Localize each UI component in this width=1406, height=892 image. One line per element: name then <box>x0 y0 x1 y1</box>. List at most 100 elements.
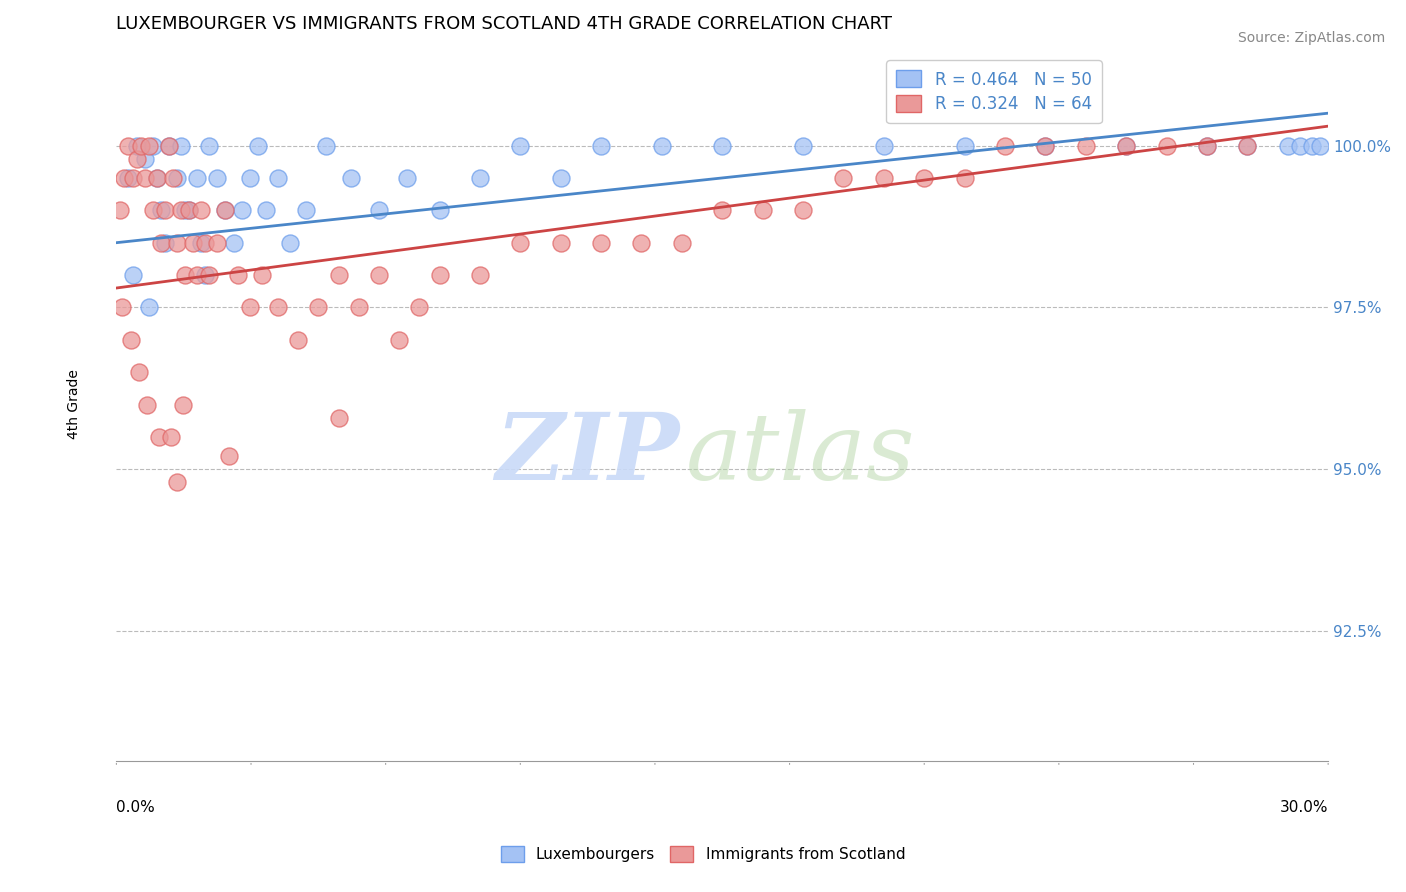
Point <box>912 170 935 185</box>
Point <box>138 138 160 153</box>
Point <box>190 235 212 250</box>
Point <box>198 138 221 153</box>
Point <box>751 203 773 218</box>
Point <box>239 170 262 185</box>
Point <box>157 138 180 153</box>
Point <box>295 203 318 218</box>
Point <box>149 235 172 250</box>
Point <box>120 333 142 347</box>
Point <box>429 203 451 218</box>
Point <box>134 152 156 166</box>
Point <box>226 268 249 282</box>
Point <box>239 301 262 315</box>
Point <box>1074 138 1097 153</box>
Point <box>222 235 245 250</box>
Point <box>368 203 391 218</box>
Point <box>1309 138 1331 153</box>
Point <box>1289 138 1312 153</box>
Point <box>328 410 350 425</box>
Point <box>142 138 165 153</box>
Legend: Luxembourgers, Immigrants from Scotland: Luxembourgers, Immigrants from Scotland <box>495 840 911 868</box>
Point <box>1035 138 1057 153</box>
Point <box>1115 138 1137 153</box>
Point <box>953 138 976 153</box>
Point <box>190 203 212 218</box>
Point <box>181 235 204 250</box>
Point <box>792 138 814 153</box>
Point <box>468 170 491 185</box>
Point <box>174 203 197 218</box>
Point <box>170 203 193 218</box>
Point <box>186 170 208 185</box>
Point <box>117 170 139 185</box>
Text: atlas: atlas <box>686 409 915 500</box>
Point <box>246 138 269 153</box>
Point <box>1236 138 1258 153</box>
Point <box>267 170 290 185</box>
Point <box>267 301 290 315</box>
Point <box>429 268 451 282</box>
Point <box>388 333 411 347</box>
Point <box>671 235 693 250</box>
Point <box>149 203 172 218</box>
Point <box>114 170 136 185</box>
Point <box>207 170 229 185</box>
Point <box>711 138 734 153</box>
Point <box>287 333 309 347</box>
Point <box>591 235 613 250</box>
Point <box>170 138 193 153</box>
Point <box>328 268 350 282</box>
Point <box>177 203 200 218</box>
Point <box>166 235 188 250</box>
Point <box>254 203 277 218</box>
Point <box>128 365 150 379</box>
Point <box>134 170 156 185</box>
Point <box>873 138 896 153</box>
Point <box>160 430 183 444</box>
Point <box>231 203 253 218</box>
Point <box>408 301 430 315</box>
Point <box>172 398 194 412</box>
Point <box>1236 138 1258 153</box>
Point <box>509 138 531 153</box>
Point <box>146 170 169 185</box>
Point <box>135 398 157 412</box>
Point <box>873 170 896 185</box>
Point <box>307 301 329 315</box>
Point <box>121 268 143 282</box>
Point <box>198 268 221 282</box>
Point <box>117 138 139 153</box>
Point <box>194 235 217 250</box>
Legend: R = 0.464   N = 50, R = 0.324   N = 64: R = 0.464 N = 50, R = 0.324 N = 64 <box>886 61 1102 123</box>
Point <box>129 138 152 153</box>
Point <box>1115 138 1137 153</box>
Text: 30.0%: 30.0% <box>1279 799 1329 814</box>
Point <box>214 203 236 218</box>
Text: ZIP: ZIP <box>495 409 681 500</box>
Point <box>347 301 370 315</box>
Point <box>207 235 229 250</box>
Point <box>509 235 531 250</box>
Point <box>157 138 180 153</box>
Point <box>125 152 148 166</box>
Point <box>125 138 148 153</box>
Point <box>1195 138 1218 153</box>
Point <box>994 138 1017 153</box>
Point <box>194 268 217 282</box>
Point <box>162 170 184 185</box>
Point <box>591 138 613 153</box>
Text: 4th Grade: 4th Grade <box>67 369 82 440</box>
Point <box>166 170 188 185</box>
Point <box>174 268 197 282</box>
Point <box>368 268 391 282</box>
Point <box>142 203 165 218</box>
Point <box>111 301 134 315</box>
Point <box>1156 138 1178 153</box>
Point <box>250 268 273 282</box>
Point <box>792 203 814 218</box>
Point <box>153 203 176 218</box>
Point <box>550 170 572 185</box>
Point <box>1035 138 1057 153</box>
Point <box>315 138 337 153</box>
Point <box>148 430 170 444</box>
